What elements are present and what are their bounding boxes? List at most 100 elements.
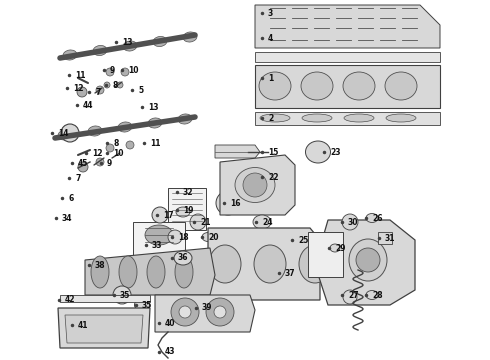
Polygon shape	[255, 5, 440, 48]
Ellipse shape	[175, 256, 193, 288]
Circle shape	[179, 306, 191, 318]
Circle shape	[222, 197, 234, 209]
Ellipse shape	[260, 114, 290, 122]
Bar	[168, 188, 206, 230]
Ellipse shape	[235, 167, 275, 202]
Text: 10: 10	[128, 66, 139, 75]
Circle shape	[106, 144, 114, 152]
Bar	[133, 222, 185, 257]
Text: 36: 36	[178, 253, 189, 262]
Text: 42: 42	[65, 296, 75, 305]
Polygon shape	[255, 112, 440, 125]
Text: 35: 35	[142, 301, 152, 310]
Circle shape	[117, 82, 123, 88]
Text: 30: 30	[348, 217, 359, 226]
Text: 41: 41	[78, 320, 89, 329]
Ellipse shape	[202, 233, 214, 242]
Ellipse shape	[301, 72, 333, 100]
Circle shape	[342, 214, 358, 230]
Ellipse shape	[305, 141, 330, 163]
Text: 37: 37	[285, 269, 295, 278]
Text: 40: 40	[165, 319, 175, 328]
Text: 20: 20	[208, 233, 219, 242]
Ellipse shape	[176, 207, 190, 217]
Ellipse shape	[145, 225, 173, 245]
Polygon shape	[255, 65, 440, 108]
Text: 8: 8	[112, 81, 118, 90]
Text: 27: 27	[348, 291, 359, 300]
Text: 2: 2	[268, 113, 273, 122]
Bar	[378, 232, 392, 244]
Text: 1: 1	[268, 73, 273, 82]
Ellipse shape	[91, 256, 109, 288]
Ellipse shape	[330, 244, 340, 252]
Ellipse shape	[344, 114, 374, 122]
Text: 23: 23	[330, 148, 341, 157]
Circle shape	[216, 191, 240, 215]
Ellipse shape	[366, 213, 378, 222]
Text: 38: 38	[95, 261, 106, 270]
Circle shape	[78, 162, 88, 172]
Polygon shape	[220, 155, 295, 215]
Polygon shape	[155, 295, 255, 332]
Ellipse shape	[366, 291, 378, 300]
Text: 28: 28	[372, 291, 383, 300]
Text: 45: 45	[78, 158, 88, 167]
Text: 15: 15	[268, 148, 278, 157]
Text: 17: 17	[163, 211, 173, 220]
Circle shape	[96, 158, 104, 166]
Text: 9: 9	[110, 66, 115, 75]
Circle shape	[171, 298, 199, 326]
Ellipse shape	[343, 72, 375, 100]
Circle shape	[77, 87, 87, 97]
Text: 7: 7	[95, 87, 100, 96]
Circle shape	[343, 290, 357, 304]
Text: 22: 22	[268, 172, 278, 181]
Ellipse shape	[147, 256, 165, 288]
Text: 16: 16	[230, 198, 241, 207]
Ellipse shape	[174, 251, 192, 265]
Ellipse shape	[134, 299, 149, 311]
Text: 24: 24	[262, 217, 272, 226]
Ellipse shape	[302, 114, 332, 122]
Text: 18: 18	[178, 233, 189, 242]
Text: 12: 12	[92, 149, 102, 158]
Text: 6: 6	[68, 194, 73, 202]
Polygon shape	[208, 228, 320, 300]
Text: 35: 35	[120, 291, 130, 300]
Circle shape	[356, 248, 380, 272]
Text: 8: 8	[113, 139, 119, 148]
Ellipse shape	[385, 72, 417, 100]
Text: 25: 25	[298, 235, 308, 244]
Text: 43: 43	[165, 347, 175, 356]
Ellipse shape	[299, 245, 331, 283]
Text: 13: 13	[122, 37, 132, 46]
Circle shape	[61, 124, 79, 142]
Text: 5: 5	[138, 86, 143, 95]
Text: 12: 12	[73, 84, 83, 93]
Text: 7: 7	[75, 174, 80, 183]
Text: 32: 32	[183, 188, 194, 197]
Circle shape	[152, 207, 168, 223]
Bar	[308, 232, 343, 277]
Text: 29: 29	[335, 243, 345, 252]
Text: 3: 3	[268, 9, 273, 18]
Text: 10: 10	[113, 149, 123, 158]
Ellipse shape	[178, 114, 192, 124]
Polygon shape	[255, 52, 440, 62]
Circle shape	[243, 173, 267, 197]
Ellipse shape	[58, 130, 72, 140]
Polygon shape	[315, 220, 415, 305]
Ellipse shape	[148, 118, 162, 128]
Ellipse shape	[183, 32, 197, 42]
Polygon shape	[215, 145, 260, 158]
Text: 21: 21	[200, 217, 211, 226]
Text: 9: 9	[107, 158, 112, 167]
Circle shape	[106, 68, 114, 76]
Ellipse shape	[386, 114, 416, 122]
Polygon shape	[85, 248, 215, 295]
Circle shape	[206, 298, 234, 326]
Text: 19: 19	[183, 206, 194, 215]
Ellipse shape	[123, 41, 137, 51]
Ellipse shape	[63, 50, 77, 60]
